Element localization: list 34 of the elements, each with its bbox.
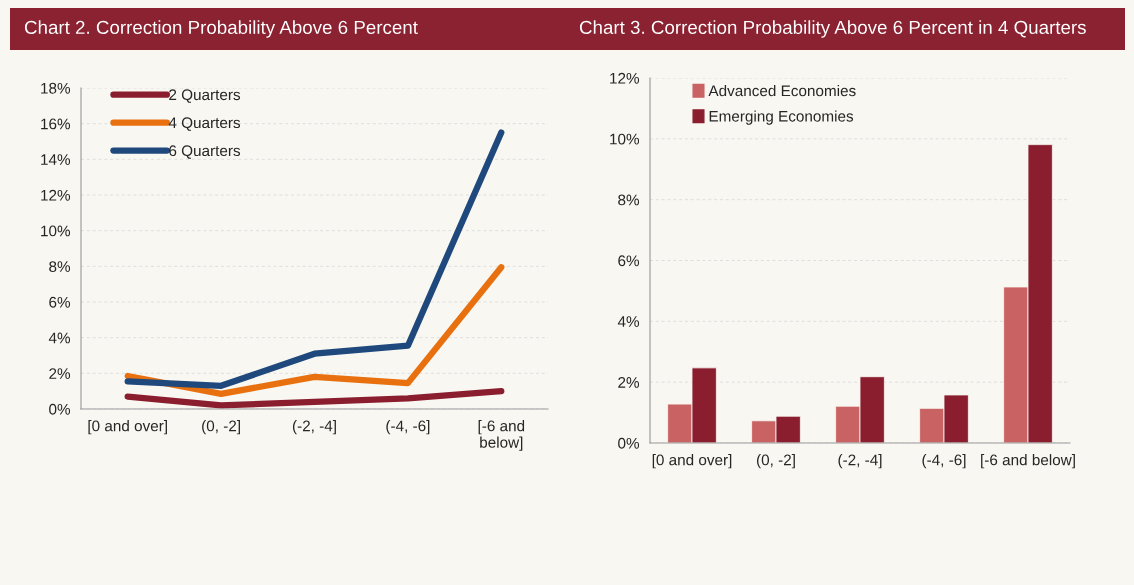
y-tick-label: 6% xyxy=(49,296,71,308)
x-tick-label: (-2, -4] xyxy=(838,454,882,469)
x-tick-label: (-4, -6] xyxy=(922,454,966,469)
x-tick-label: [0 and over] xyxy=(652,454,732,469)
legend-label: Emerging Economies xyxy=(709,110,854,125)
legend-label: 6 Quarters xyxy=(169,145,241,159)
x-tick-label: (0, -2] xyxy=(202,420,240,435)
y-tick-label: 8% xyxy=(618,194,640,206)
y-tick-label: 10% xyxy=(41,225,71,237)
x-tick-label: (-2, -4] xyxy=(292,420,336,435)
y-tick-label: 6% xyxy=(618,255,640,267)
y-tick-label: 8% xyxy=(49,261,71,273)
legend-label: 4 Quarters xyxy=(168,117,241,131)
y-tick-label: 16% xyxy=(41,118,71,130)
x-tick-label: [0 and over] xyxy=(88,420,167,435)
y-tick-label: 0% xyxy=(618,437,640,449)
chart-title: Chart 2. Correction Probability Above 6 Percent xyxy=(24,20,418,38)
x-tick-label: [-6 and below] xyxy=(478,420,525,451)
y-tick-label: 2% xyxy=(49,368,71,379)
x-tick-label: [-6 and below] xyxy=(981,454,1075,469)
y-tick-label: 12% xyxy=(41,189,71,201)
y-tick-label: 4% xyxy=(617,316,640,327)
y-tick-label: 10% xyxy=(610,133,640,145)
y-tick-label: 14% xyxy=(41,154,71,165)
y-tick-label: 12% xyxy=(610,72,640,84)
legend-label: Advanced Economies xyxy=(708,84,856,97)
x-tick-label: (-4, -6] xyxy=(386,420,430,435)
y-tick-label: 4% xyxy=(48,332,71,344)
y-tick-label: 2% xyxy=(618,377,640,388)
chart-title: Chart 3. Correction Probability Above 6 Percent in 4 Quarters xyxy=(579,20,1086,38)
y-tick-label: 18% xyxy=(41,82,71,94)
y-tick-label: 0% xyxy=(49,403,71,415)
legend-label: 2 Quarters xyxy=(169,89,241,103)
x-tick-label: (0, -2] xyxy=(757,454,795,469)
